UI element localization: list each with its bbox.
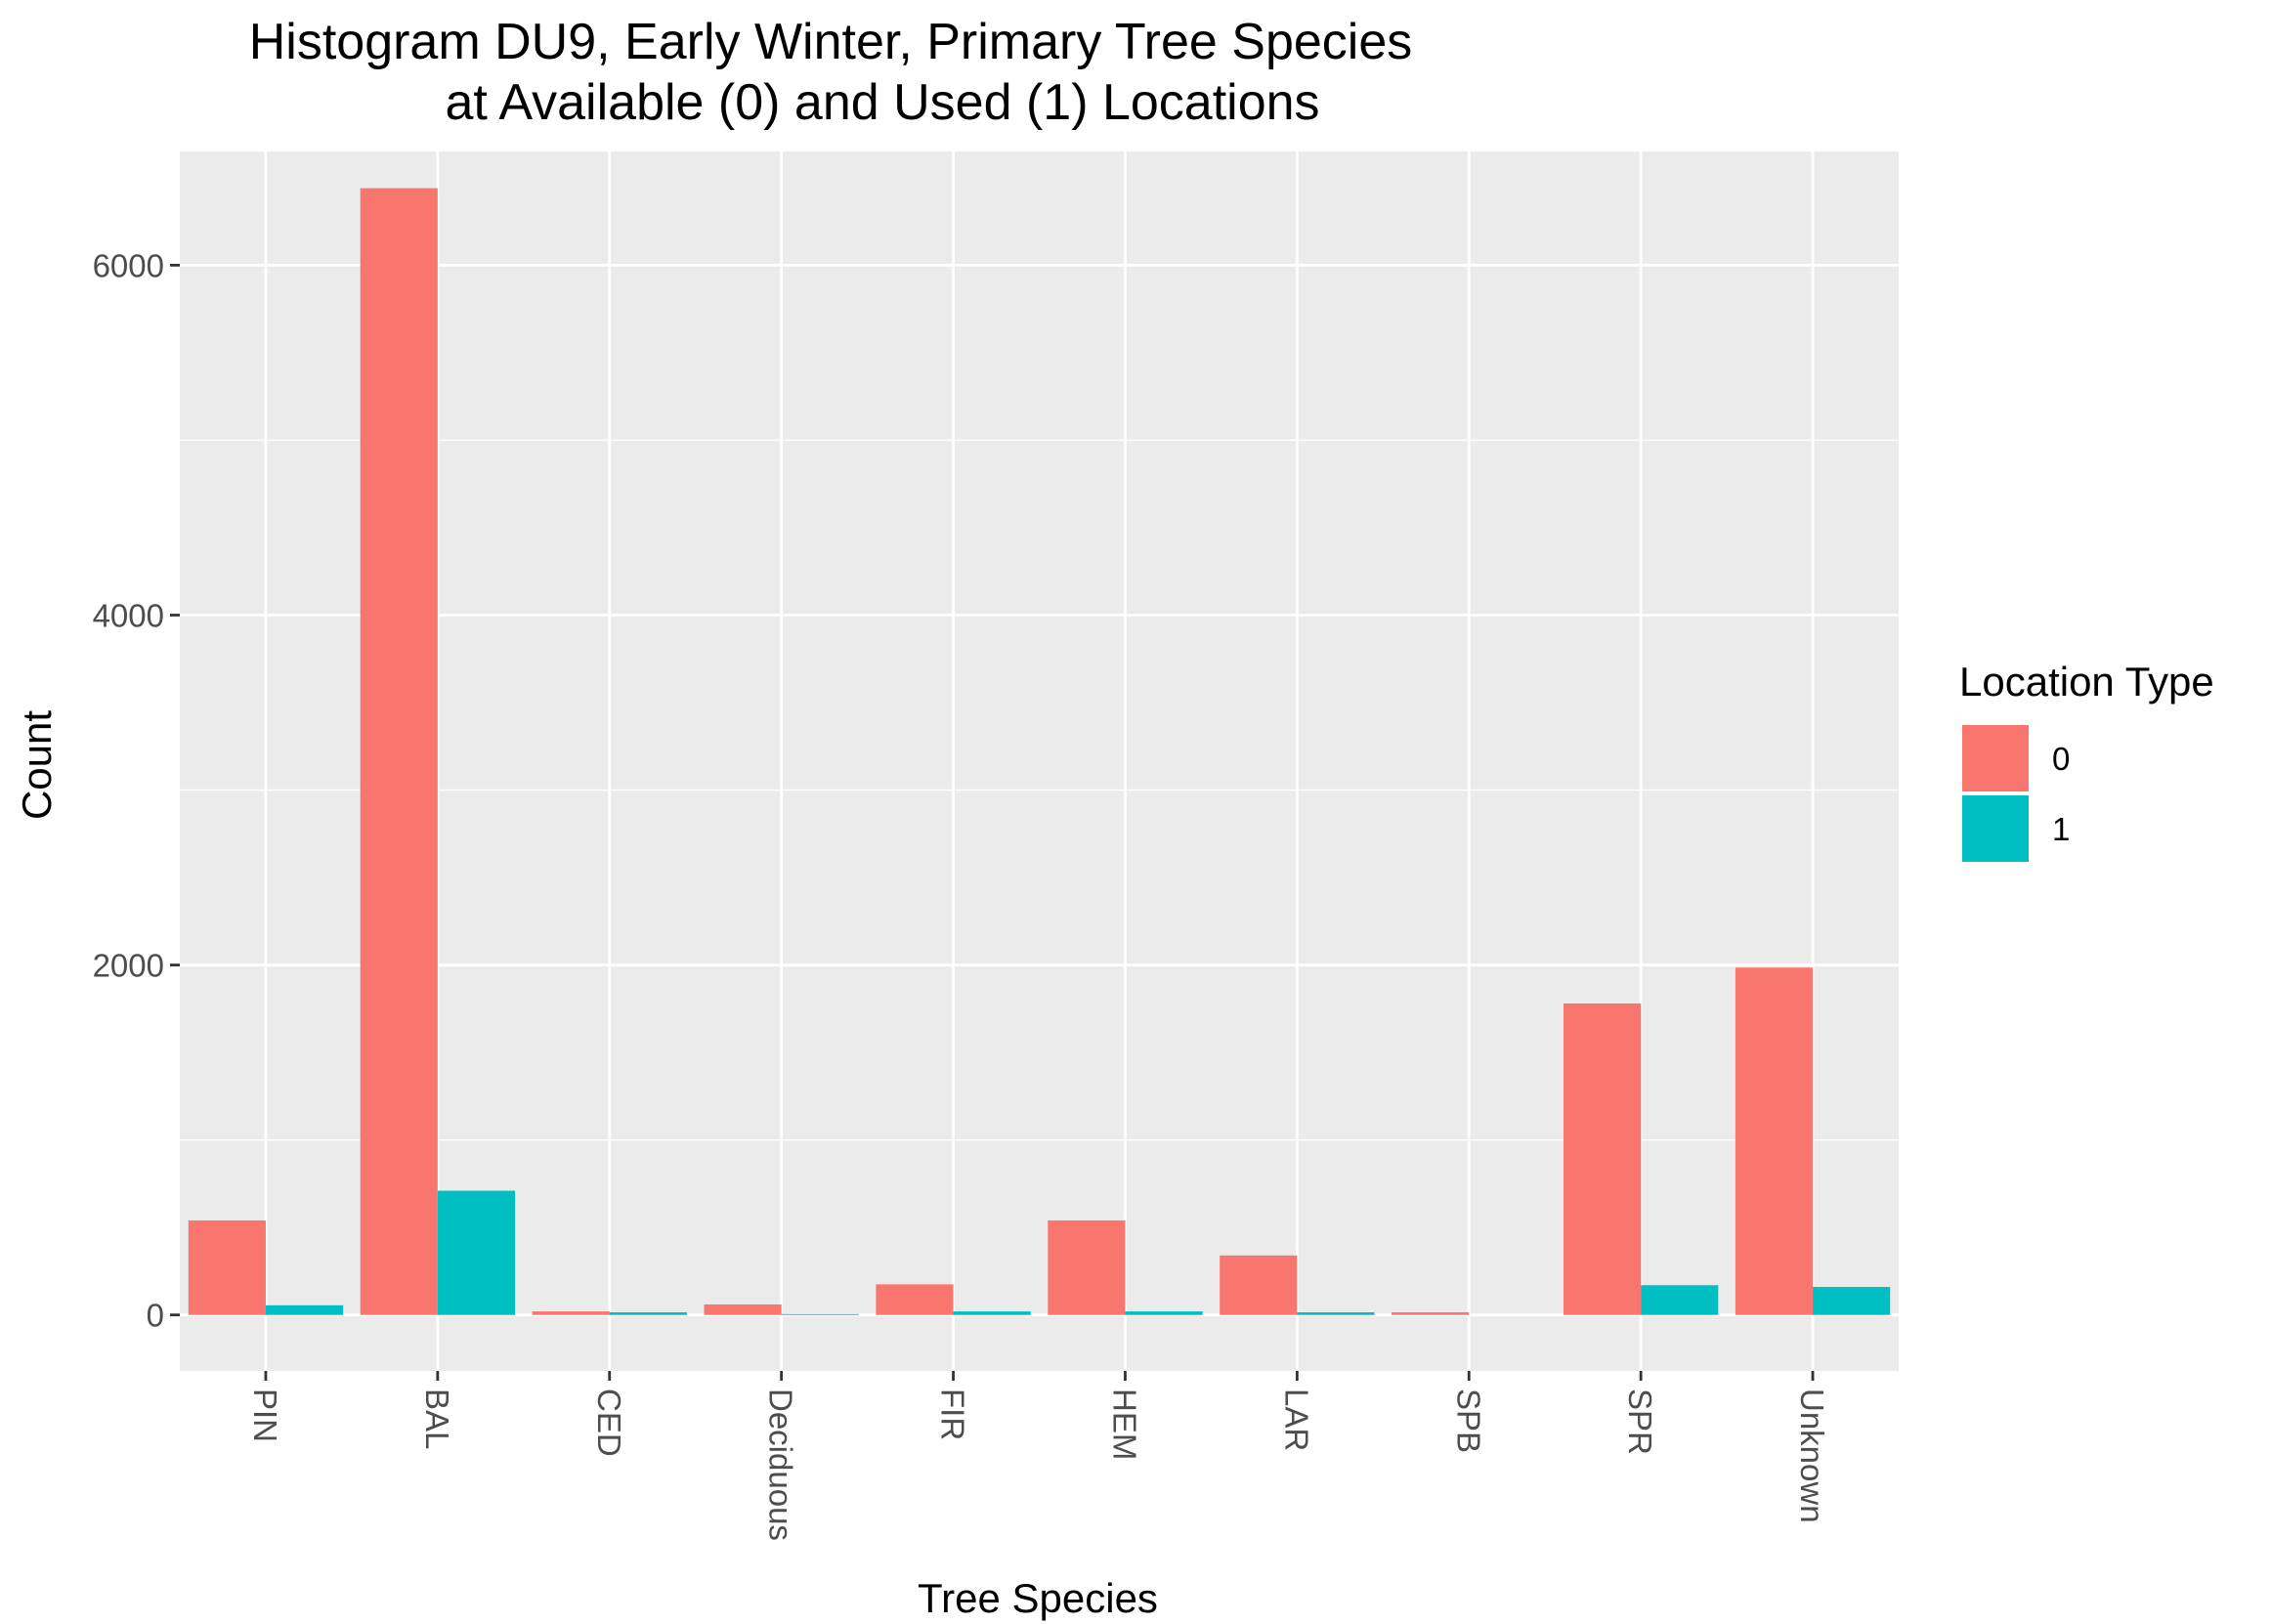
- chart-subtitle: at Available (0) and Used (1) Locations: [445, 74, 1319, 131]
- x-tick-label-spr: SPR: [1622, 1389, 1658, 1455]
- bar-ced-series-0: [532, 1311, 610, 1315]
- bar-hem-series-0: [1048, 1220, 1126, 1315]
- bar-ced-series-1: [609, 1312, 687, 1315]
- x-tick-label-unknown: Unknown: [1794, 1389, 1830, 1523]
- bar-bal-series-0: [360, 188, 438, 1315]
- bar-pin-series-1: [265, 1304, 344, 1315]
- legend-label-series-0: 0: [2052, 741, 2070, 777]
- bar-unknown-series-1: [1813, 1287, 1891, 1315]
- x-tick-label-pin: PIN: [247, 1389, 283, 1442]
- y-axis-title: Count: [14, 710, 60, 820]
- x-axis-title: Tree Species: [918, 1575, 1158, 1621]
- x-tick-label-fir: FIR: [935, 1389, 971, 1440]
- bar-pin-series-0: [188, 1220, 266, 1315]
- bar-lar-series-1: [1297, 1312, 1375, 1315]
- x-tick-label-ced: CED: [591, 1389, 627, 1457]
- bar-hem-series-1: [1125, 1311, 1203, 1315]
- bar-fir-series-0: [876, 1284, 954, 1315]
- bar-fir-series-1: [953, 1311, 1031, 1315]
- bar-spr-series-0: [1563, 1003, 1642, 1315]
- y-tick-label: 0: [147, 1298, 164, 1334]
- bar-spb-series-0: [1392, 1312, 1470, 1315]
- y-tick-label: 2000: [93, 948, 164, 984]
- x-tick-label-bal: BAL: [419, 1389, 455, 1449]
- legend: Location Type 0 1: [1959, 659, 2214, 862]
- x-tick-label-hem: HEM: [1106, 1389, 1142, 1460]
- legend-label-series-1: 1: [2052, 811, 2070, 847]
- y-tick-label: 4000: [93, 597, 164, 633]
- chart-title: Histogram DU9, Early Winter, Primary Tre…: [249, 14, 1413, 70]
- legend-key-series-0: [1962, 725, 2029, 791]
- bar-deciduous-series-1: [781, 1313, 859, 1315]
- legend-title: Location Type: [1959, 659, 2214, 705]
- x-tick-label-lar: LAR: [1278, 1389, 1314, 1451]
- x-tick-label-spb: SPB: [1450, 1389, 1486, 1453]
- bar-lar-series-0: [1220, 1255, 1298, 1315]
- legend-key-series-1: [1962, 795, 2029, 862]
- y-tick-label: 6000: [93, 247, 164, 283]
- bar-spr-series-1: [1641, 1285, 1719, 1315]
- plot-area: 0 2000 4000 6000 PIN BAL CED Deciduous FIR HEM LAR…: [93, 151, 1899, 1541]
- bar-deciduous-series-0: [704, 1303, 782, 1315]
- bar-unknown-series-0: [1735, 967, 1814, 1315]
- x-tick-label-deciduous: Deciduous: [763, 1389, 799, 1541]
- bar-bal-series-1: [437, 1190, 516, 1315]
